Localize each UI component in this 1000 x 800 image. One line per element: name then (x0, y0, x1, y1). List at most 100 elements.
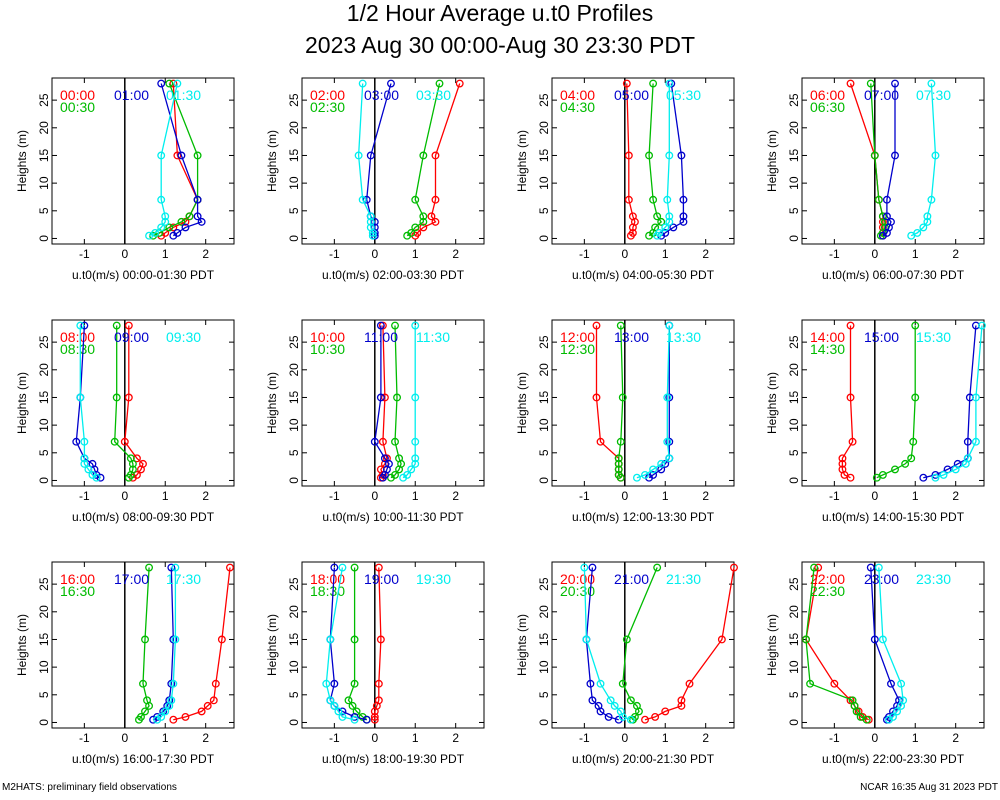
data-point (665, 79, 674, 88)
data-point (165, 223, 174, 232)
x-axis-label: u.t0(m/s) 16:00-17:30 PDT (72, 752, 215, 766)
data-point (362, 715, 371, 724)
x-axis-label: u.t0(m/s) 04:00-05:30 PDT (572, 268, 715, 282)
y-tick-label: 15 (787, 632, 801, 646)
data-point (677, 151, 686, 160)
y-tick-label: 20 (787, 363, 801, 377)
y-axis-label: Heights (m) (15, 372, 29, 434)
legend-label: 10:30 (310, 341, 345, 357)
data-point (385, 459, 393, 468)
data-point (626, 715, 635, 724)
y-tick-label: 10 (37, 660, 51, 674)
data-point (376, 321, 385, 330)
data-point (322, 679, 331, 688)
x-tick-label: 1 (662, 731, 669, 745)
y-tick-label: 25 (37, 335, 51, 349)
data-point (157, 223, 166, 232)
data-point (380, 393, 389, 402)
data-point (124, 393, 133, 402)
plot-frame (51, 77, 235, 245)
data-point (124, 321, 133, 330)
data-point (110, 437, 119, 446)
data-point (901, 459, 910, 468)
data-point (370, 715, 379, 724)
plot-frame (51, 319, 235, 487)
y-tick-label: 5 (37, 449, 51, 456)
legend-label: 20:30 (560, 583, 595, 599)
x-tick-label: 1 (662, 247, 669, 261)
data-point (411, 393, 420, 402)
data-point (586, 679, 595, 688)
data-point (169, 715, 178, 724)
y-tick-label: 15 (37, 390, 51, 404)
y-tick-label: 10 (537, 418, 551, 432)
x-tick-label: 0 (871, 247, 878, 261)
data-point (604, 712, 613, 721)
y-tick-label: 15 (787, 390, 801, 404)
y-axis-label: Heights (m) (265, 130, 279, 192)
y-axis-label: Heights (m) (15, 614, 29, 676)
data-point (391, 470, 399, 479)
x-axis-label: u.t0(m/s) 14:00-15:30 PDT (822, 510, 965, 524)
y-tick-label: 20 (37, 605, 51, 619)
series-line-2030 (622, 567, 658, 721)
data-point (326, 635, 335, 644)
x-tick-label: -1 (329, 731, 340, 745)
data-point (84, 465, 93, 474)
data-point (330, 563, 339, 572)
x-tick-label: 2 (702, 489, 709, 503)
data-point (874, 563, 883, 572)
data-point (181, 712, 190, 721)
y-tick-label: 20 (287, 363, 301, 377)
y-tick-label: 0 (37, 719, 51, 726)
data-point (358, 195, 367, 204)
data-point (907, 454, 916, 463)
x-tick-label: 2 (202, 247, 209, 261)
data-point (80, 437, 89, 446)
x-tick-label: -1 (829, 731, 840, 745)
data-point (622, 79, 631, 88)
data-point (649, 79, 658, 88)
plot-frame (51, 561, 235, 729)
legend-label: 06:30 (810, 99, 845, 115)
data-point (209, 696, 218, 705)
data-point (431, 195, 440, 204)
data-point (618, 393, 627, 402)
data-point (810, 563, 819, 572)
data-point (374, 679, 383, 688)
series-line-0130 (148, 83, 179, 237)
data-point (181, 223, 190, 232)
y-tick-label: 25 (37, 93, 51, 107)
y-tick-label: 15 (787, 148, 801, 162)
data-point (137, 712, 145, 721)
data-point (395, 454, 404, 463)
data-point (717, 635, 726, 644)
x-tick-label: 0 (371, 731, 378, 745)
legend-label: 09:30 (166, 329, 201, 345)
data-point (193, 195, 202, 204)
legend-label: 01:00 (114, 87, 149, 103)
data-point (614, 454, 623, 463)
data-point (887, 217, 895, 226)
x-axis-label: u.t0(m/s) 12:00-13:30 PDT (572, 510, 715, 524)
y-tick-label: 0 (537, 719, 551, 726)
data-point (866, 563, 875, 572)
data-point (350, 712, 359, 721)
data-point (380, 454, 389, 463)
data-point (217, 635, 226, 644)
data-point (963, 454, 972, 463)
data-point (376, 393, 385, 402)
data-point (592, 321, 601, 330)
legend-label: 12:30 (560, 341, 595, 357)
y-axis-label: Heights (m) (515, 614, 529, 676)
data-point (330, 679, 339, 688)
plot-frame (301, 561, 485, 729)
data-point (802, 635, 810, 644)
data-point (909, 437, 918, 446)
legend-label: 01:30 (166, 87, 201, 103)
data-point (344, 696, 353, 705)
y-tick-label: 25 (787, 577, 801, 591)
